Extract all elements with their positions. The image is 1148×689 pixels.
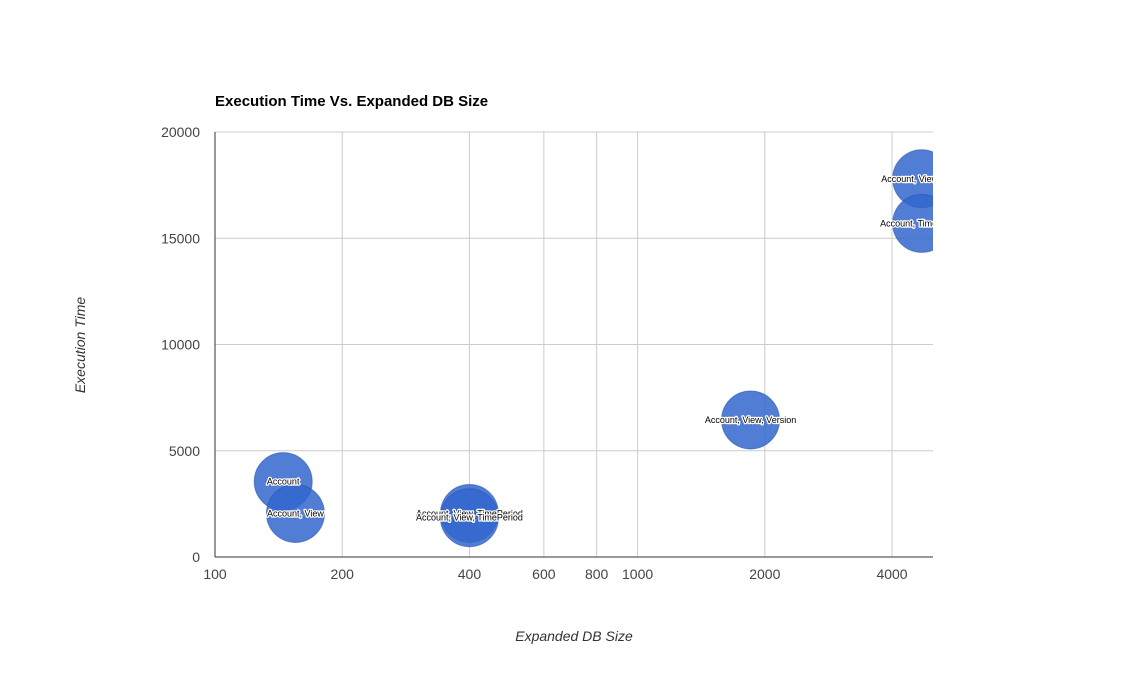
bubble-layer xyxy=(253,149,951,548)
chart-title: Execution Time Vs. Expanded DB Size xyxy=(215,93,488,110)
y-axis-title: Execution Time xyxy=(72,297,88,394)
bubble-label: Account, View xyxy=(267,508,324,518)
x-tick-label: 200 xyxy=(331,566,355,582)
bubble-point[interactable] xyxy=(439,488,499,548)
axis-layer: 0 5000 10000 15000 20000 100 200 400 600 800 1000 2… xyxy=(161,124,933,582)
bubble-label: Account, View, TimePeriod xyxy=(416,513,523,523)
bubble-point[interactable] xyxy=(721,390,781,450)
bubble-point[interactable] xyxy=(265,483,325,543)
label-layer: Account Account, View Account, View, TimeP… xyxy=(266,173,963,524)
x-tick-label: 1000 xyxy=(622,566,653,582)
grid-layer xyxy=(215,131,933,557)
bubble-label: Account, View, TimePeriod xyxy=(416,508,523,518)
y-tick-label: 10000 xyxy=(161,337,200,353)
x-axis-title: Expanded DB Size xyxy=(515,628,633,644)
x-tick-label: 2000 xyxy=(749,566,780,582)
bubble-label: Account, TimePeriod xyxy=(880,218,963,228)
x-tick-label: 4000 xyxy=(876,566,907,582)
x-tick-label: 100 xyxy=(203,566,227,582)
x-tick-label: 800 xyxy=(585,566,609,582)
y-tick-label: 0 xyxy=(192,549,200,565)
x-tick-label: 600 xyxy=(532,566,556,582)
bubble-label: Account xyxy=(267,477,300,487)
bubble-label: Account, View, Version xyxy=(705,415,796,425)
y-tick-label: 20000 xyxy=(161,124,200,140)
bubble-point[interactable] xyxy=(892,193,951,253)
y-tick-label: 15000 xyxy=(161,230,200,246)
x-tick-label: 400 xyxy=(458,566,482,582)
y-tick-label: 5000 xyxy=(169,443,200,459)
bubble-label: Account, View, Time xyxy=(881,174,962,184)
